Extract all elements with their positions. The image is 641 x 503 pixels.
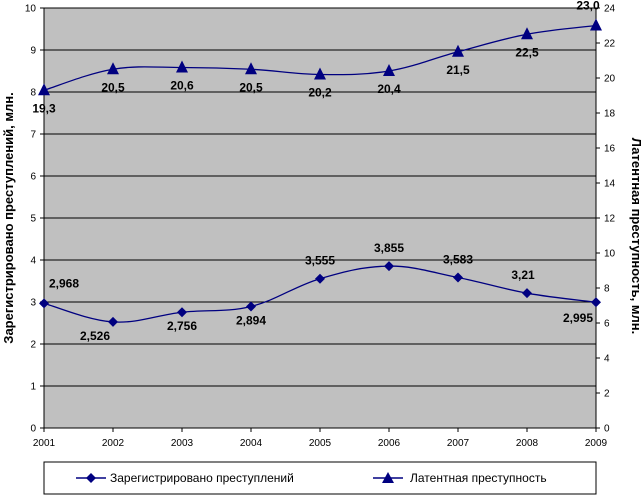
data-point-triangle [314, 67, 326, 80]
x-tick-label: 2001 [33, 438, 56, 449]
data-point-triangle [383, 64, 395, 76]
data-point-diamond [384, 261, 394, 272]
data-point-triangle [245, 62, 257, 75]
data-point-triangle [38, 83, 50, 96]
x-tick-label: 2006 [378, 438, 401, 449]
data-label: 2,995 [563, 311, 593, 325]
series [38, 18, 602, 327]
data-point-diamond [39, 298, 49, 309]
legend-label-registered: Зарегистрировано преступлений [110, 471, 294, 485]
data-label: 2,968 [49, 276, 79, 290]
legend: Зарегистрировано преступлений Латентная … [43, 461, 597, 495]
y1-tick-label: 7 [30, 130, 36, 141]
data-point-diamond [177, 307, 187, 318]
data-point-triangle [590, 18, 602, 31]
x-tick-label: 2007 [447, 438, 470, 449]
data-point-diamond [315, 273, 325, 284]
y1-axis-title: Зарегистрировано преступлений, млн. [1, 92, 16, 343]
data-label: 3,855 [374, 241, 404, 255]
y1-tick-label: 4 [30, 256, 36, 267]
data-label: 2,894 [236, 313, 266, 327]
data-label: 20,4 [377, 82, 401, 96]
data-point-diamond [246, 301, 256, 312]
x-tick-label: 2009 [585, 438, 608, 449]
y2-tick-label: 2 [604, 389, 610, 400]
x-tick-label: 2002 [102, 438, 125, 449]
data-label: 20,2 [308, 86, 332, 100]
legend-marker-diamond [86, 473, 96, 483]
y2-tick-label: 22 [604, 39, 616, 50]
y1-tick-label: 5 [30, 214, 36, 225]
data-label: 3,555 [305, 254, 335, 268]
legend-marker-triangle [382, 472, 394, 483]
data-point-triangle [452, 44, 464, 57]
y2-tick-label: 12 [604, 214, 616, 225]
data-point-triangle [176, 60, 188, 73]
data-label: 2,756 [167, 319, 197, 333]
data-label: 21,5 [446, 63, 470, 77]
y2-tick-label: 8 [604, 284, 610, 295]
data-label: 20,5 [239, 80, 263, 94]
y1-tick-label: 9 [30, 46, 36, 57]
legend-label-latent: Латентная преступность [410, 471, 547, 485]
y1-tick-label: 10 [25, 4, 37, 15]
data-label: 3,21 [511, 268, 535, 282]
data-point-triangle [107, 62, 119, 75]
y2-tick-label: 16 [604, 144, 616, 155]
data-label: 2,526 [80, 329, 110, 343]
data-labels: 2,968 2,526 2,756 2,894 3,555 3,855 3,583 3,21 2… [32, 0, 600, 343]
data-point-diamond [108, 316, 118, 327]
y2-axis-title: Латентная преступность, млн. [629, 138, 641, 334]
y2-tick-label: 0 [604, 424, 610, 435]
gridlines [44, 7, 596, 387]
x-tick-label: 2004 [240, 438, 263, 449]
y2-tick-label: 24 [604, 4, 616, 15]
x-tick-label: 2008 [516, 438, 539, 449]
y1-tick-label: 2 [30, 340, 36, 351]
y2-tick-label: 4 [604, 354, 610, 365]
data-label: 22,5 [515, 45, 539, 59]
y1-tick-label: 1 [30, 382, 36, 393]
y2-tick-label: 10 [604, 249, 616, 260]
data-label: 3,583 [443, 253, 473, 267]
y1-tick-label: 3 [30, 298, 36, 309]
y1-tick-label: 0 [30, 424, 36, 435]
data-point-triangle [521, 27, 533, 40]
y2-tick-label: 18 [604, 109, 616, 120]
legend-box [43, 461, 597, 495]
y1-tick-label: 6 [30, 172, 36, 183]
y1-tick-label: 8 [30, 88, 36, 99]
data-point-diamond [591, 297, 601, 308]
data-label: 20,6 [170, 79, 194, 93]
x-tick-label: 2003 [171, 438, 194, 449]
x-tick-label: 2005 [309, 438, 332, 449]
y2-tick-label: 6 [604, 319, 610, 330]
data-label: 23,0 [576, 0, 600, 13]
data-label: 20,5 [101, 80, 125, 94]
data-label: 19,3 [32, 101, 56, 115]
y2-tick-label: 20 [604, 74, 616, 85]
data-point-diamond [522, 288, 532, 299]
data-point-diamond [453, 272, 463, 283]
y2-tick-label: 14 [604, 179, 616, 190]
